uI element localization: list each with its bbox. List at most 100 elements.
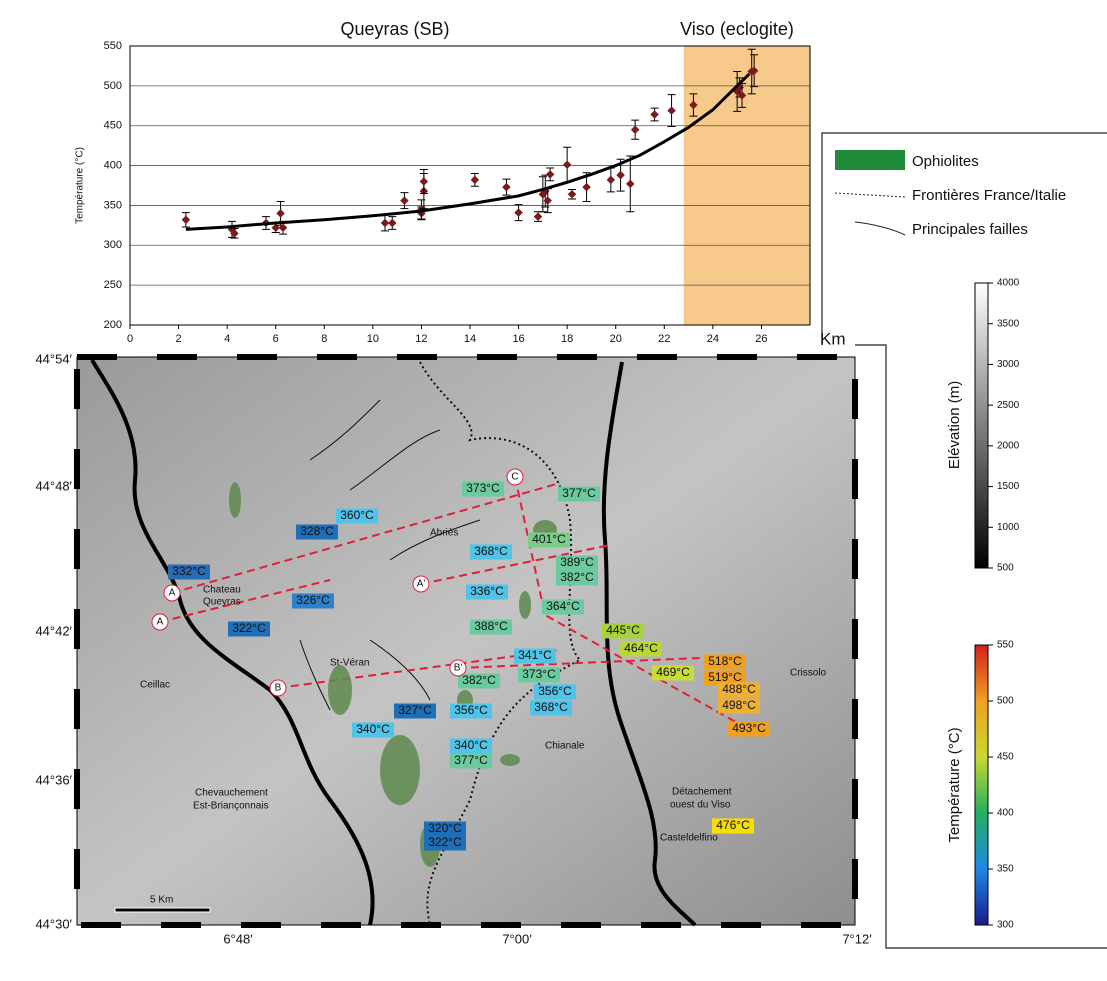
point [534, 212, 542, 220]
point [514, 208, 522, 216]
place-label: Ceillac [140, 680, 170, 691]
colorbar-tick-label: 350 [997, 864, 1014, 875]
figure: 2002503003504004505005500246810121416182… [0, 0, 1107, 976]
temperature-label: 476°C [716, 818, 750, 832]
colorbar-tick-label: 500 [997, 563, 1014, 574]
temperature-label: 340°C [454, 738, 488, 752]
temperature-label: 356°C [538, 684, 572, 698]
colorbar-label: Elévation (m) [946, 381, 963, 469]
y-tick-label: 350 [104, 199, 122, 211]
point [502, 183, 510, 191]
section-label: B [275, 683, 282, 694]
temperature-label: 377°C [562, 486, 596, 500]
temperature-label: 322°C [428, 835, 462, 849]
y-tick-label: 400 [104, 159, 122, 171]
colorbar-tick-label: 500 [997, 696, 1014, 707]
colorbar-tick-label: 2500 [997, 400, 1020, 411]
point [420, 177, 428, 185]
section-label: C [511, 472, 518, 483]
temperature-label: 341°C [518, 648, 552, 662]
y-axis-label: Température (°C) [75, 147, 86, 224]
point [400, 196, 408, 204]
x-tick-label: 20 [610, 333, 622, 345]
section-label: A [157, 617, 164, 628]
temperature-label: 364°C [546, 599, 580, 613]
section-label: A' [417, 579, 426, 590]
section-label: B' [454, 663, 463, 674]
place-label: ouest du Viso [670, 800, 731, 811]
point [381, 219, 389, 227]
place-label: Chevauchement [195, 788, 268, 799]
temperature-label: 356°C [454, 703, 488, 717]
lon-tick-label: 7°00′ [502, 931, 532, 946]
point [182, 216, 190, 224]
temperature-label: 368°C [534, 700, 568, 714]
x-tick-label: 8 [321, 333, 327, 345]
temperature-label: 373°C [522, 667, 556, 681]
point [667, 106, 675, 114]
temperature-label: 464°C [624, 641, 658, 655]
scale-bar [115, 908, 210, 912]
point [543, 196, 551, 204]
annotation: Viso (eclogite) [680, 19, 794, 39]
place-label: Détachement [672, 787, 732, 798]
colorbar-tick-label: 4000 [997, 278, 1020, 289]
place-label: St-Véran [330, 658, 369, 669]
place-label: Casteldelfino [660, 833, 718, 844]
highlight-band [684, 46, 810, 325]
temperature-label: 320°C [428, 821, 462, 835]
scale-bar-label: 5 Km [150, 895, 173, 906]
point [388, 219, 396, 227]
point [271, 224, 279, 232]
temperature-label: 498°C [722, 698, 756, 712]
temperature-label: 401°C [532, 532, 566, 546]
temperature-label: 518°C [708, 654, 742, 668]
x-axis-label: Km [820, 329, 846, 348]
point [650, 110, 658, 118]
place-label: Crissolo [790, 668, 827, 679]
point [276, 209, 284, 217]
point [607, 176, 615, 184]
place-label: Chianale [545, 741, 585, 752]
colorbar-tick-label: 1500 [997, 481, 1020, 492]
colorbar-tick-label: 300 [997, 920, 1014, 931]
lat-tick-label: 44°42′ [35, 623, 72, 638]
x-tick-label: 24 [707, 333, 719, 345]
colorbar-tick-label: 400 [997, 808, 1014, 819]
x-tick-label: 6 [273, 333, 279, 345]
point [279, 224, 287, 232]
place-label: Abriès [430, 528, 458, 539]
legend-fault-symbol [855, 222, 905, 235]
temperature-label: 389°C [560, 555, 594, 569]
section-label: A [169, 588, 176, 599]
temperature-label: 382°C [462, 673, 496, 687]
colorbar-tick-label: 450 [997, 752, 1014, 763]
x-tick-label: 26 [755, 333, 767, 345]
temperature-label: 373°C [466, 481, 500, 495]
colorbar-tick-label: 2000 [997, 440, 1020, 451]
temperature-label: 488°C [722, 682, 756, 696]
fit-curve [186, 74, 749, 229]
place-label: Queyras [203, 597, 241, 608]
x-tick-label: 12 [415, 333, 427, 345]
point [563, 161, 571, 169]
point [631, 125, 639, 133]
point [616, 171, 624, 179]
place-label: Chateau [203, 585, 241, 596]
place-label: Est-Briançonnais [193, 801, 269, 812]
elevation-colorbar [975, 283, 988, 568]
temperature-label: 336°C [470, 584, 504, 598]
y-tick-label: 200 [104, 319, 122, 331]
temperature-label: 445°C [606, 623, 640, 637]
temperature-label: 493°C [732, 721, 766, 735]
page: 2002503003504004505005500246810121416182… [0, 0, 1107, 981]
lat-tick-label: 44°30′ [35, 916, 72, 931]
legend-label: Principales failles [912, 221, 1028, 238]
y-tick-label: 500 [104, 80, 122, 92]
temperature-label: 328°C [300, 524, 334, 538]
temperature-colorbar [975, 645, 988, 925]
point [582, 183, 590, 191]
legend-swatch [835, 150, 905, 170]
x-tick-label: 22 [658, 333, 670, 345]
lon-tick-label: 7°12′ [842, 931, 872, 946]
